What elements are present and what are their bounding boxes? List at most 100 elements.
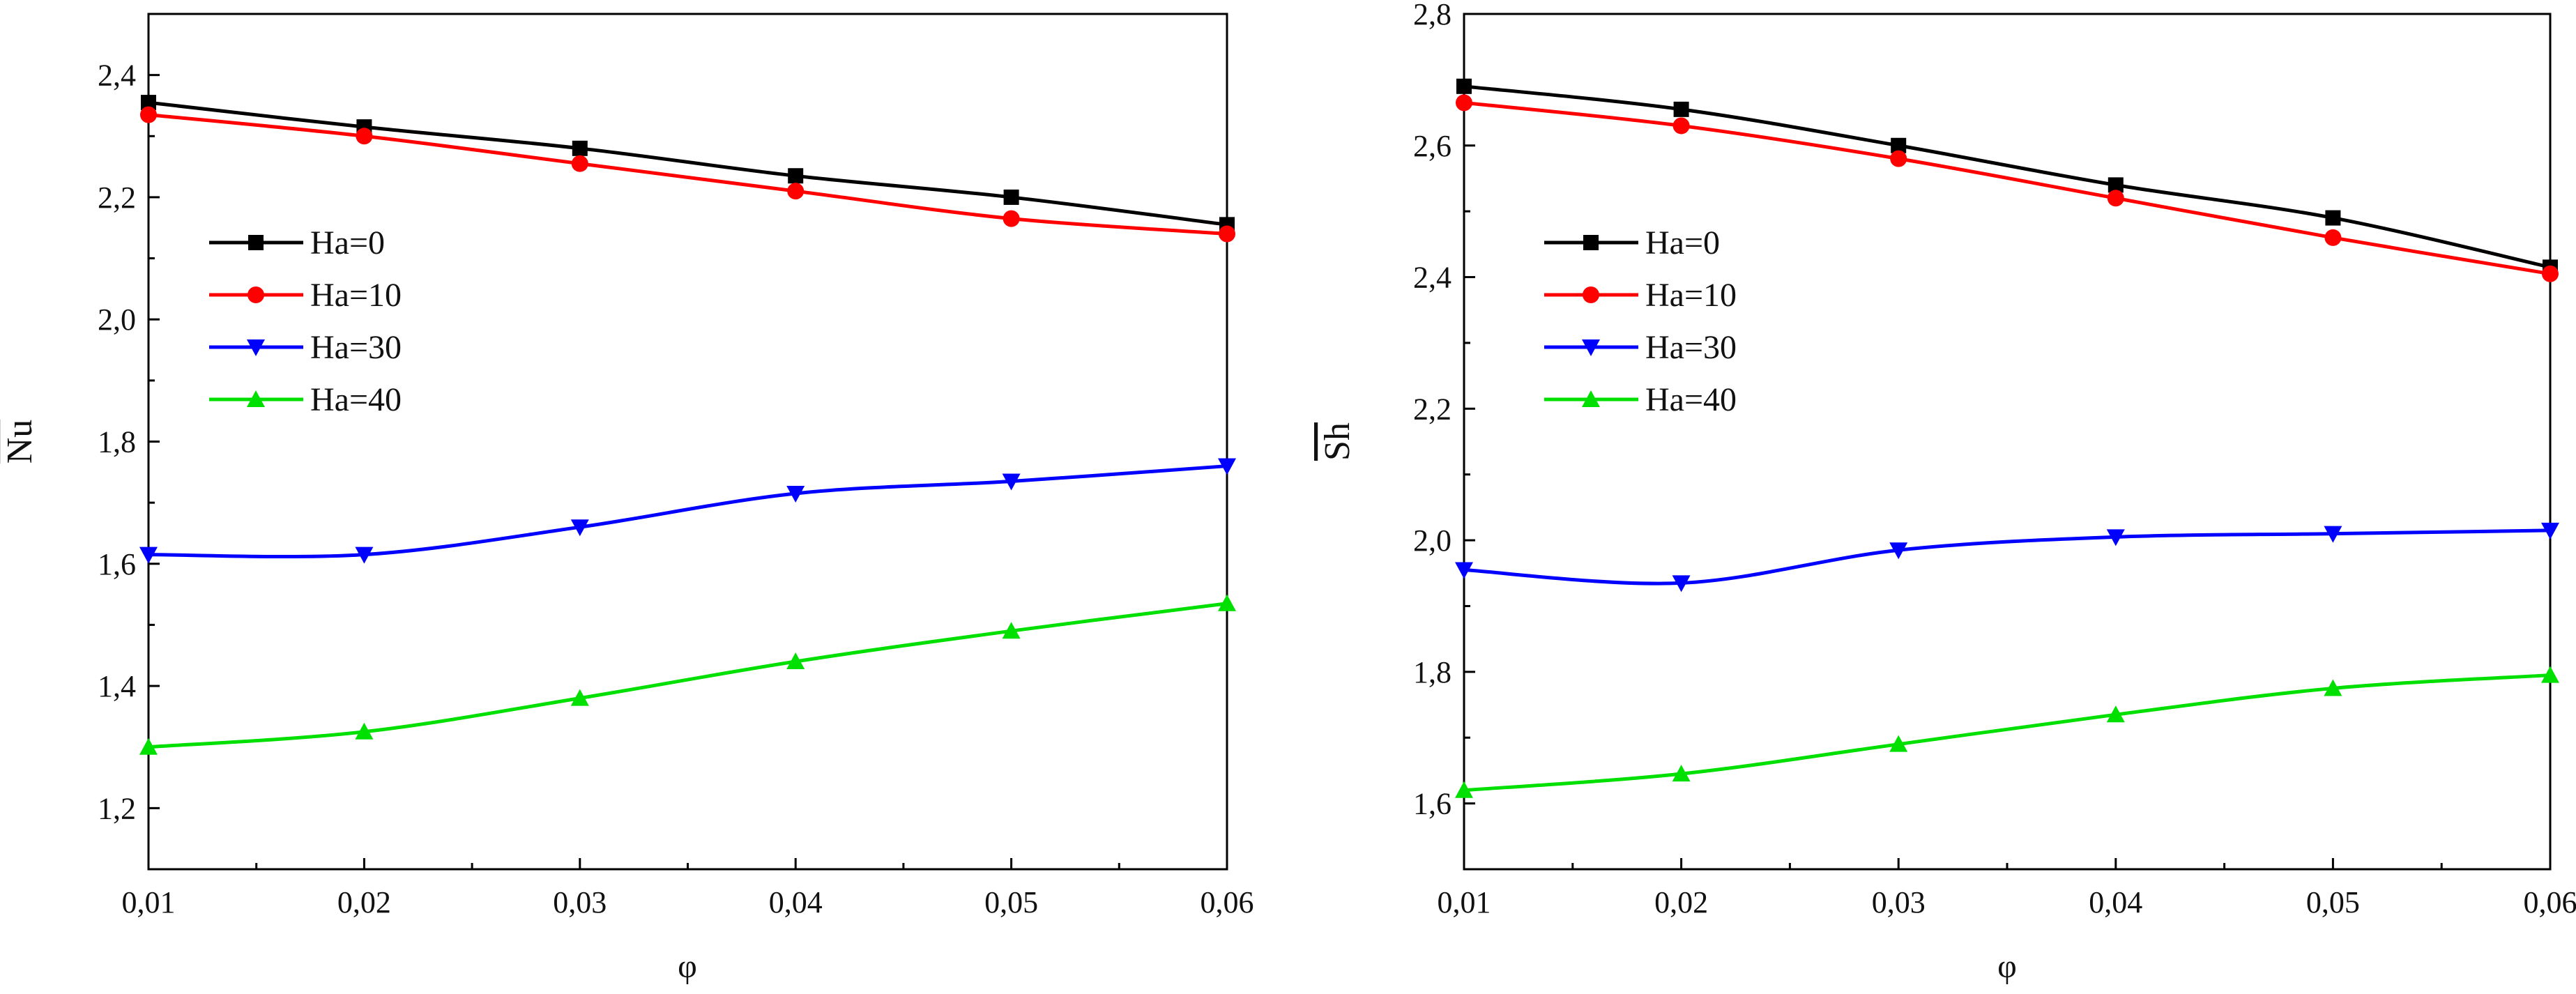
y-tick-label: 2,0 (98, 303, 136, 337)
data-point-marker (355, 722, 374, 740)
y-axis-title: Nu (0, 420, 40, 464)
data-point-marker (2542, 265, 2559, 282)
data-point-marker (1456, 94, 1472, 112)
data-point-marker (1219, 225, 1235, 243)
legend-marker (247, 286, 264, 303)
data-point-marker (1002, 622, 1021, 639)
x-tick-label: 0,02 (337, 885, 391, 919)
data-point-marker (139, 737, 158, 755)
data-point-marker (788, 168, 804, 184)
nusselt-chart-panel: 0,01 0,02 0,03 0,04 0,05 0,06 1,2 1,4 1,6 1,8 2,0 2… (0, 13, 1254, 985)
data-point-marker (1002, 473, 1021, 491)
x-tick-label: 0,01 (122, 885, 176, 919)
plot-frame (147, 13, 1228, 871)
data-point-marker (2541, 666, 2559, 683)
legend-marker (248, 235, 264, 250)
data-point-marker (1218, 458, 1236, 475)
legend-marker (247, 390, 265, 407)
x-tick-label: 0,02 (1654, 885, 1708, 919)
y-tick-label: 2,0 (1413, 523, 1451, 558)
data-point-marker (2108, 177, 2124, 193)
legend-entry: Ha=10 (209, 277, 402, 314)
legend-marker (1583, 286, 1599, 303)
data-point-marker (1003, 189, 1019, 205)
series-line (148, 100, 1228, 227)
y-tick-label: 1,8 (1413, 655, 1451, 689)
legend-entry: Ha=0 (1544, 224, 1720, 261)
data-point-marker (1673, 101, 1689, 117)
x-tick-label: 0,04 (769, 885, 823, 919)
y-tick-label: 2,2 (1413, 392, 1451, 426)
y-axis-title: Sh (1318, 422, 1357, 461)
y-tick-label: 1,6 (1413, 787, 1451, 821)
data-point-marker (2324, 526, 2342, 543)
legend-entry: Ha=40 (209, 381, 402, 418)
x-tick-label: 0,03 (553, 885, 607, 919)
series-ha-40 (1455, 666, 2559, 798)
series-ha-40 (139, 594, 1236, 755)
data-point-marker (2325, 210, 2341, 226)
series-line (148, 113, 1228, 236)
series-line (148, 464, 1228, 559)
data-point-marker (2106, 705, 2125, 723)
x-tick-label: 0,06 (2524, 885, 2576, 919)
data-point-marker (786, 652, 805, 670)
data-point-marker (1889, 542, 1908, 560)
series-ha-0 (1456, 78, 2558, 275)
series-line (1463, 100, 2551, 276)
sherwood-chart-panel: 0,01 0,02 0,03 0,04 0,05 0,06 1,6 1,8 2,0 2,2 2,4 2… (1318, 0, 2576, 985)
x-tick-label: 0,05 (2306, 885, 2360, 919)
data-point-marker (1672, 575, 1691, 592)
x-tick-label: 0,06 (1201, 885, 1254, 919)
data-point-marker (1003, 210, 1020, 227)
series-line (1463, 84, 2551, 269)
data-point-marker (787, 183, 805, 200)
y-tick-label: 2,8 (1413, 0, 1451, 31)
x-tick-label: 0,01 (1438, 885, 1491, 919)
data-point-marker (139, 546, 158, 564)
data-point-marker (1455, 562, 1473, 579)
plot-frame (1463, 13, 2552, 871)
series-line (148, 602, 1228, 749)
legend-label: Ha=10 (310, 277, 402, 314)
series-ha-10 (140, 106, 1235, 243)
y-tick-label: 1,4 (98, 669, 136, 703)
data-point-marker (1672, 765, 1691, 782)
data-point-marker (2541, 522, 2559, 540)
y-tick-label: 1,6 (98, 547, 136, 581)
data-point-marker (786, 485, 805, 503)
data-point-marker (355, 546, 374, 564)
y-tick-label: 2,2 (98, 181, 136, 215)
series-line (1463, 528, 2551, 586)
x-tick-label: 0,04 (2089, 885, 2142, 919)
x-axis-title: φ (1997, 948, 2017, 985)
data-point-marker (2107, 190, 2124, 207)
data-point-marker (1455, 781, 1473, 798)
legend-marker (247, 339, 265, 356)
legend-label: Ha=0 (1645, 224, 1720, 261)
legend-entry: Ha=30 (209, 329, 402, 366)
legend-label: Ha=10 (1645, 277, 1737, 314)
legend-label: Ha=40 (1645, 381, 1737, 418)
legend-label: Ha=0 (310, 224, 385, 261)
data-point-marker (571, 155, 588, 172)
legend-label: Ha=30 (310, 329, 402, 366)
x-tick-label: 0,03 (1872, 885, 1926, 919)
data-point-marker (140, 106, 157, 123)
data-point-marker (2106, 529, 2125, 546)
data-point-marker (570, 689, 589, 706)
series-ha-10 (1456, 94, 2559, 282)
legend-marker (1582, 339, 1600, 356)
data-point-marker (1890, 150, 1907, 167)
legend-entry: Ha=30 (1544, 329, 1737, 366)
x-axis-title: φ (678, 948, 697, 985)
series-ha-30 (1455, 522, 2559, 592)
x-tick-label: 0,05 (984, 885, 1038, 919)
legend-entry: Ha=0 (209, 224, 385, 261)
data-point-marker (1672, 117, 1690, 135)
legend-label: Ha=30 (1645, 329, 1737, 366)
data-point-marker (1218, 594, 1236, 611)
data-point-marker (356, 128, 373, 145)
series-line (1463, 673, 2551, 793)
